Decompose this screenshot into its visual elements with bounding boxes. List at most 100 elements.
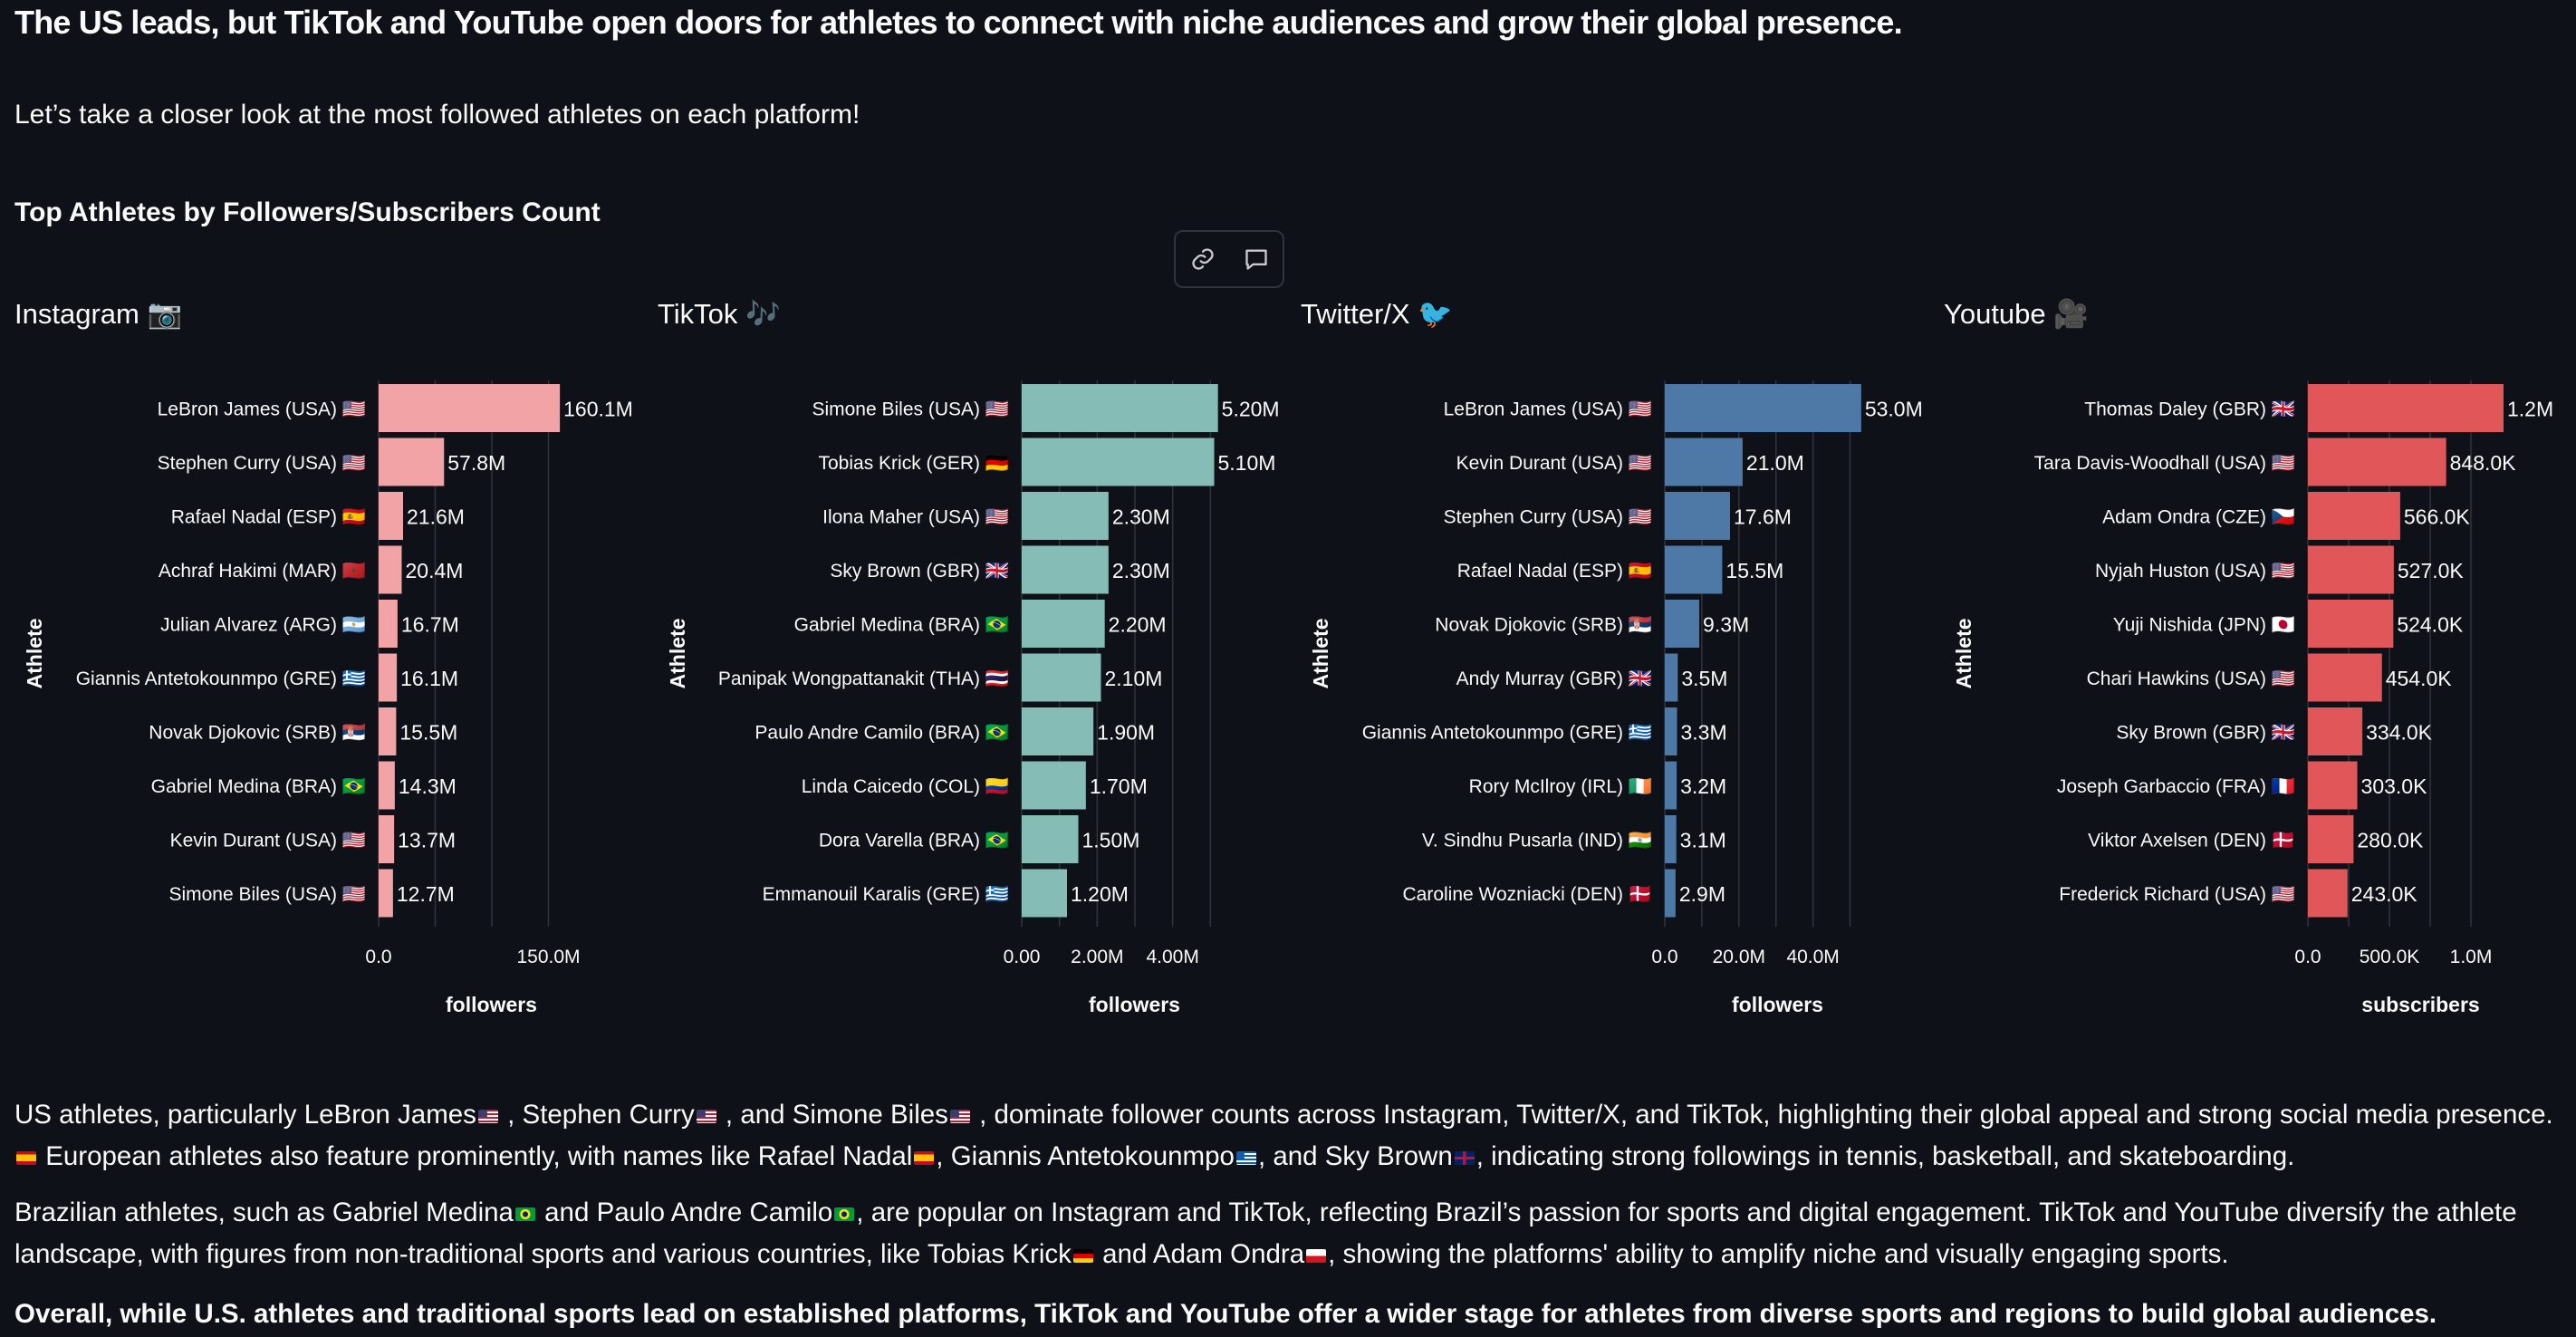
bar[interactable] (2308, 545, 2394, 594)
data-label: 21.6M (407, 505, 465, 529)
bar[interactable] (379, 653, 398, 702)
category-label: Simone Biles (USA) 🇺🇸 (812, 399, 1009, 420)
category-label: Sky Brown (GBR) 🇬🇧 (830, 561, 1009, 582)
link-icon[interactable] (1183, 239, 1223, 279)
bar[interactable] (379, 492, 403, 540)
category-label: Novak Djokovic (SRB) 🇷🇸 (1435, 615, 1652, 636)
bar[interactable] (2308, 492, 2400, 540)
category-label: Simone Biles (USA) 🇺🇸 (168, 884, 366, 905)
flag-us-icon (696, 1109, 716, 1123)
bar[interactable] (2308, 384, 2504, 432)
bar[interactable] (1665, 438, 1743, 486)
data-label: 5.20M (1222, 398, 1280, 421)
bar[interactable] (1022, 492, 1109, 540)
flag-us-icon (477, 1109, 498, 1123)
category-label: Andy Murray (GBR) 🇬🇧 (1456, 668, 1652, 689)
bar[interactable] (2308, 600, 2394, 648)
data-label: 1.50M (1082, 829, 1140, 852)
bar[interactable] (1022, 869, 1067, 918)
bar[interactable] (379, 707, 397, 755)
instagram-chart: Instagram 📷 LeBron James (USA) 🇺🇸 160.1M S… (14, 290, 649, 1015)
bar[interactable] (1022, 438, 1215, 486)
flag-es-icon (914, 1150, 935, 1165)
x-tick-label: 0.00 (1004, 947, 1041, 967)
data-label: 848.0K (2450, 451, 2517, 475)
bar[interactable] (2308, 438, 2446, 486)
category-label: Rory McIlroy (IRL) 🇮🇪 (1469, 776, 1652, 797)
flag-gr-icon (1235, 1150, 1256, 1165)
bar[interactable] (2308, 761, 2358, 810)
data-label: 9.3M (1703, 613, 1749, 637)
bar[interactable] (1665, 653, 1678, 702)
bar[interactable] (1665, 869, 1676, 918)
category-label: Nyjah Huston (USA) 🇺🇸 (2095, 561, 2295, 582)
data-label: 303.0K (2361, 774, 2428, 798)
data-label: 524.0K (2397, 613, 2464, 637)
category-label: Kevin Durant (USA) 🇺🇸 (1456, 453, 1652, 474)
bar[interactable] (1022, 815, 1079, 863)
chart-title-twitter: Twitter/X 🐦 (1301, 298, 1453, 330)
category-label: Stephen Curry (USA) 🇺🇸 (1444, 507, 1652, 528)
chart-svg: LeBron James (USA) 🇺🇸 53.0M Kevin Durant (… (1309, 380, 1923, 1015)
x-tick-label: 500.0K (2360, 947, 2420, 967)
bar[interactable] (2308, 707, 2363, 755)
bar[interactable] (1022, 545, 1109, 594)
category-label: V. Sindhu Pusarla (IND) 🇮🇳 (1422, 831, 1652, 851)
x-axis-label: followers (1089, 993, 1180, 1015)
bar[interactable] (379, 438, 445, 486)
bar[interactable] (1022, 600, 1105, 648)
x-tick-label: 0.0 (2294, 947, 2321, 967)
chart-title-instagram: Instagram 📷 (14, 298, 183, 330)
x-tick-label: 20.0M (1713, 947, 1765, 967)
bar[interactable] (1665, 707, 1677, 755)
category-label: Tobias Krick (GER) 🇩🇪 (818, 453, 1009, 474)
category-label: Stephen Curry (USA) 🇺🇸 (158, 453, 366, 474)
bar[interactable] (1665, 384, 1861, 432)
tiktok-chart: TikTok 🎶 Simone Biles (USA) 🇺🇸 5.20M Tobia… (658, 290, 1292, 1015)
bar[interactable] (2308, 869, 2348, 918)
bar[interactable] (1022, 707, 1094, 755)
flag-us-icon (949, 1109, 970, 1123)
chart-svg: Simone Biles (USA) 🇺🇸 5.20M Tobias Krick (… (666, 380, 1280, 1015)
comment-icon[interactable] (1236, 239, 1276, 279)
bar[interactable] (379, 761, 395, 810)
data-label: 5.10M (1218, 451, 1276, 475)
category-label: Giannis Antetokounmpo (GRE) 🇬🇷 (76, 668, 366, 689)
intro-text: Let’s take a closer look at the most fol… (14, 100, 860, 130)
bar[interactable] (2308, 653, 2382, 702)
flag-gb-icon (1454, 1150, 1475, 1165)
bar[interactable] (1665, 600, 1700, 648)
category-label: Paulo Andre Camilo (BRA) 🇧🇷 (755, 723, 1009, 744)
bar[interactable] (379, 869, 393, 918)
data-label: 527.0K (2398, 559, 2465, 582)
bar[interactable] (2308, 815, 2354, 863)
y-axis-label: Athlete (1309, 619, 1332, 689)
data-label: 16.1M (400, 667, 458, 690)
chart-title-tiktok: TikTok 🎶 (658, 298, 781, 330)
y-axis-label: Athlete (1952, 619, 1975, 689)
data-label: 3.5M (1681, 667, 1727, 690)
category-label: Gabriel Medina (BRA) 🇧🇷 (151, 776, 366, 797)
bar[interactable] (1665, 761, 1677, 810)
bar[interactable] (1022, 761, 1086, 810)
x-axis-label: followers (1732, 993, 1823, 1015)
bar[interactable] (1665, 492, 1730, 540)
bar[interactable] (1022, 653, 1101, 702)
flag-de-icon (1072, 1248, 1093, 1263)
data-label: 53.0M (1865, 398, 1923, 421)
bar[interactable] (1665, 815, 1677, 863)
bar[interactable] (379, 384, 561, 432)
bar[interactable] (379, 815, 395, 863)
bar[interactable] (379, 600, 398, 648)
bar[interactable] (1022, 384, 1218, 432)
bar[interactable] (379, 545, 402, 594)
summary-paragraph-1: US athletes, particularly LeBron James ,… (14, 1100, 2553, 1171)
data-label: 20.4M (406, 559, 464, 582)
x-tick-label: 0.0 (1651, 947, 1677, 967)
chart-title-youtube: Youtube 🎥 (1944, 298, 2089, 330)
chart-svg: Thomas Daley (GBR) 🇬🇧 1.2M Tara Davis-Wood… (1952, 380, 2553, 1015)
bar[interactable] (1665, 545, 1723, 594)
data-label: 566.0K (2404, 505, 2471, 529)
x-tick-label: 0.0 (365, 947, 391, 967)
summary-paragraph-2: Brazilian athletes, such as Gabriel Medi… (14, 1198, 2517, 1269)
